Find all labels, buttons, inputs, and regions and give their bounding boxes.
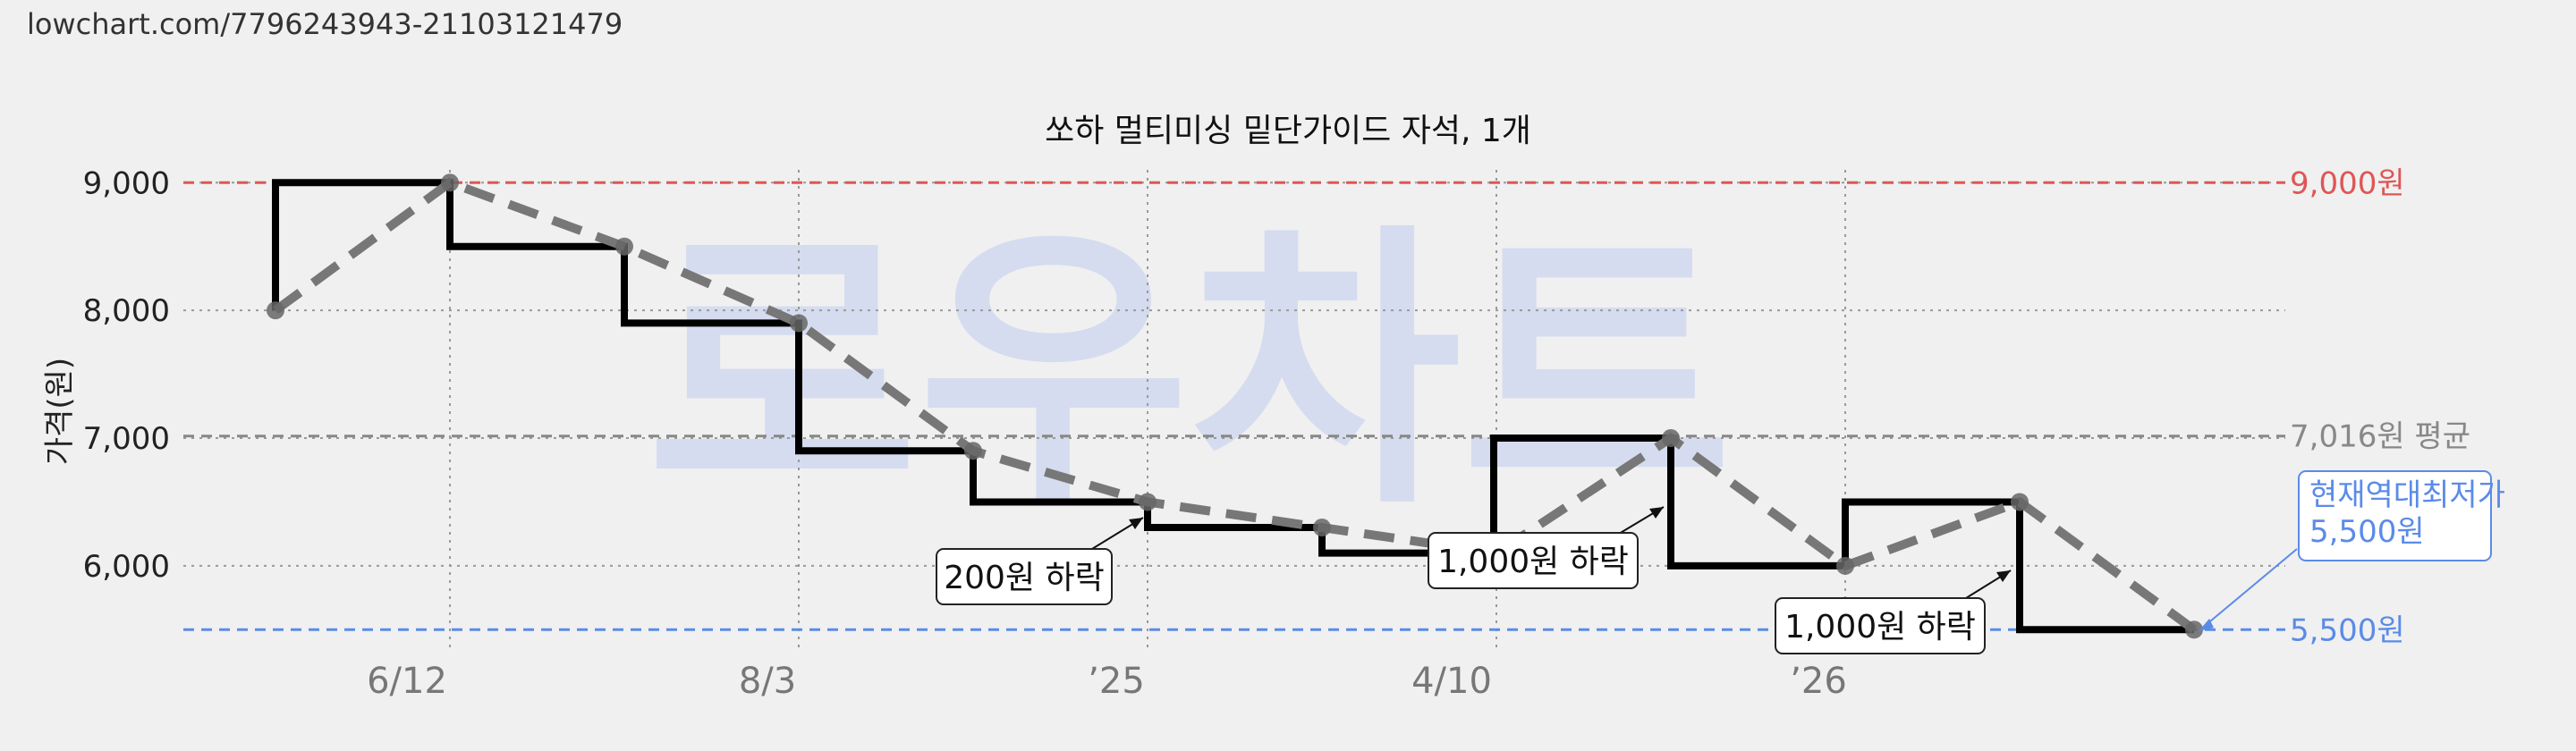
data-point [2011,493,2029,511]
annotation-text: 200원 하락 [944,560,1105,596]
x-tick-label: ’25 [1088,661,1145,702]
callout-box [2298,470,2492,561]
annotations: 200원 하락 1,000원 하락 1,000원 하락 [936,506,2012,654]
page-url: lowchart.com/7796243943-21103121479 [27,7,623,41]
data-point [1662,429,1680,448]
step-price-line [272,179,2194,634]
x-tick-label: ’26 [1790,661,1847,702]
data-point [1313,519,1331,537]
data-point [267,301,284,320]
data-point [615,237,633,256]
y-tick-label: 9,000 [83,165,170,201]
annotation-arrowhead [1129,518,1143,529]
y-tick-label: 7,000 [83,421,170,457]
x-tick-label: 8/3 [739,661,796,702]
annotation-arrowhead [1996,570,2011,582]
y-tick-label: 8,000 [83,293,170,329]
reference-line-label: 7,016원 평균 [2290,419,2470,455]
callout-line1: 현재역대최저가 [2309,477,2505,513]
data-point [1836,556,1854,575]
annotation-text: 1,000원 하락 [1784,609,1976,646]
annotation-box [1428,532,1639,589]
data-point [441,173,459,192]
reference-lines: 9,000원 7,016원 평균 5,500원 [183,165,2470,648]
chart-title: 쏘하 멀티미싱 밑단가이드 자석, 1개 [1045,113,1531,149]
data-point [790,314,808,333]
callout-arrow [2204,548,2298,627]
callout-arrowhead [2199,619,2214,631]
annotation-box [1775,597,1986,654]
data-point [1139,493,1157,511]
watermark-text: 로우차트 [647,200,1733,544]
annotation-arrowhead [1649,507,1664,519]
y-tick-labels: 6,000 7,000 8,000 9,000 [83,165,170,585]
dashed-trend-line [273,177,2197,634]
x-tick-labels: 6/12 8/3 ’25 4/10 ’26 [367,661,1847,702]
data-points [267,173,2203,639]
data-point [964,442,982,460]
x-tick-label: 6/12 [367,661,447,702]
annotation-box [936,548,1113,605]
reference-line-label: 9,000원 [2290,165,2405,201]
series-group [272,177,2197,634]
reference-line-label: 5,500원 [2290,612,2405,648]
x-tick-label: 4/10 [1411,661,1492,702]
data-point [2185,620,2203,639]
y-axis-label: 가격(원) [42,358,78,465]
callout-line2: 5,500원 [2309,514,2425,550]
annotation-text: 1,000원 하락 [1437,544,1629,580]
y-tick-label: 6,000 [83,549,170,585]
